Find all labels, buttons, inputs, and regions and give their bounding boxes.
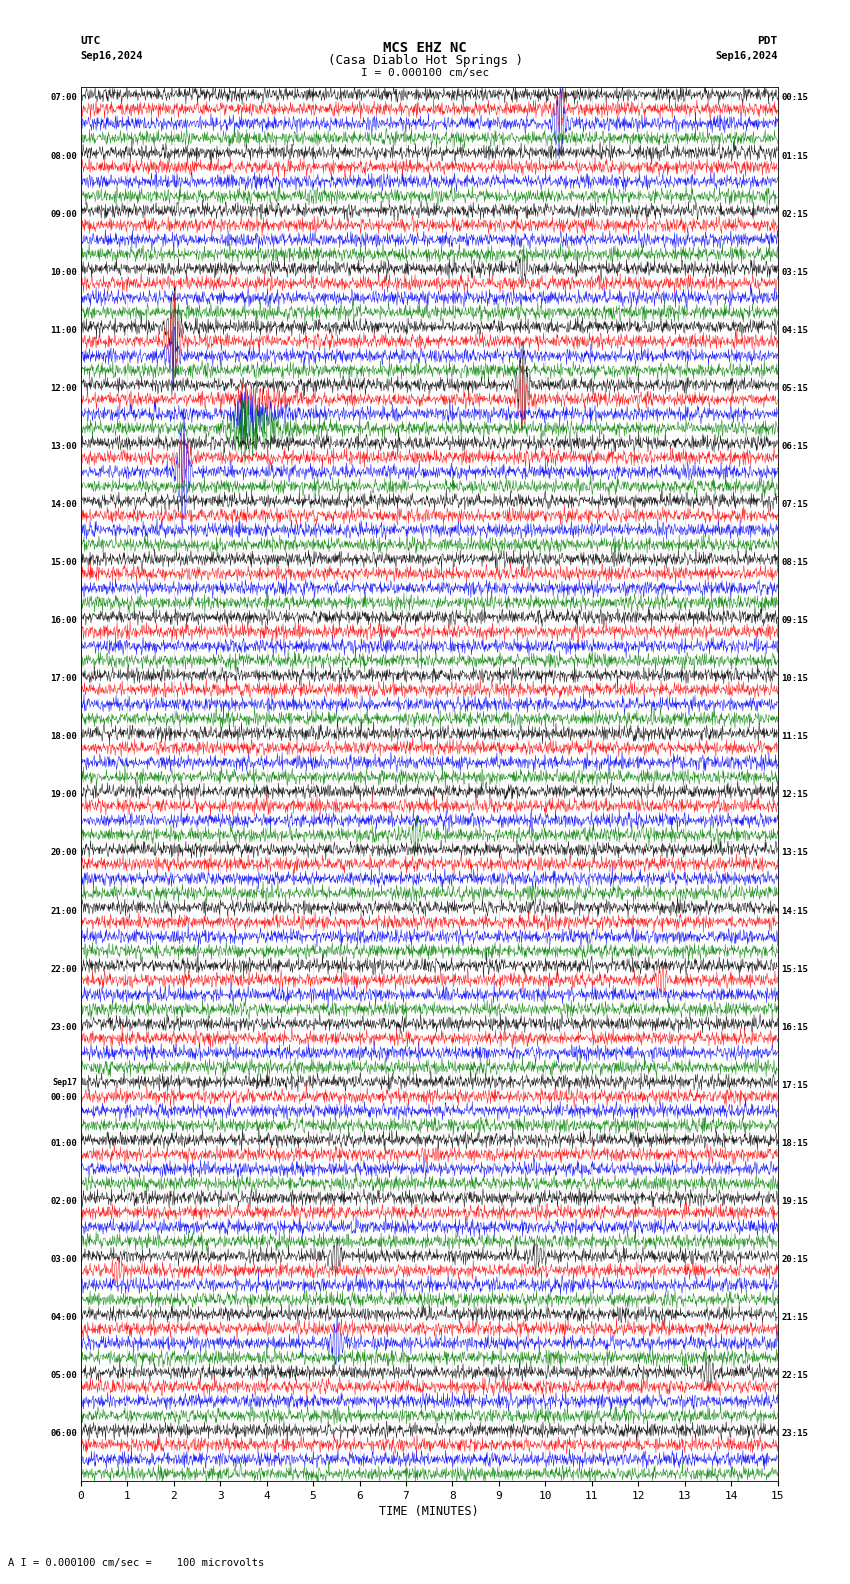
Text: PDT: PDT [757,36,778,46]
Text: 12:00: 12:00 [50,383,77,393]
Text: 00:15: 00:15 [781,93,808,103]
Text: 09:15: 09:15 [781,616,808,626]
X-axis label: TIME (MINUTES): TIME (MINUTES) [379,1505,479,1517]
Text: 13:15: 13:15 [781,849,808,857]
Text: I = 0.000100 cm/sec: I = 0.000100 cm/sec [361,68,489,78]
Text: 19:00: 19:00 [50,790,77,800]
Text: 08:15: 08:15 [781,558,808,567]
Text: 17:00: 17:00 [50,675,77,683]
Text: 10:15: 10:15 [781,675,808,683]
Text: 07:00: 07:00 [50,93,77,103]
Text: 05:00: 05:00 [50,1372,77,1380]
Text: Sep17: Sep17 [53,1077,77,1087]
Text: 11:15: 11:15 [781,732,808,741]
Text: 18:00: 18:00 [50,732,77,741]
Text: 15:15: 15:15 [781,965,808,974]
Text: 16:00: 16:00 [50,616,77,626]
Text: 02:15: 02:15 [781,209,808,219]
Text: MCS EHZ NC: MCS EHZ NC [383,41,467,55]
Text: 17:15: 17:15 [781,1080,808,1090]
Text: 02:00: 02:00 [50,1198,77,1205]
Text: 22:00: 22:00 [50,965,77,974]
Text: 23:15: 23:15 [781,1429,808,1438]
Text: 00:00: 00:00 [50,1093,77,1102]
Text: 06:00: 06:00 [50,1429,77,1438]
Text: 03:15: 03:15 [781,268,808,277]
Text: UTC: UTC [81,36,101,46]
Text: 04:15: 04:15 [781,326,808,334]
Text: (Casa Diablo Hot Springs ): (Casa Diablo Hot Springs ) [327,54,523,67]
Text: 01:15: 01:15 [781,152,808,160]
Text: 16:15: 16:15 [781,1023,808,1031]
Text: 15:00: 15:00 [50,558,77,567]
Text: 04:00: 04:00 [50,1313,77,1323]
Text: 10:00: 10:00 [50,268,77,277]
Text: 12:15: 12:15 [781,790,808,800]
Text: 23:00: 23:00 [50,1023,77,1031]
Text: 07:15: 07:15 [781,501,808,508]
Text: 11:00: 11:00 [50,326,77,334]
Text: 09:00: 09:00 [50,209,77,219]
Text: 21:15: 21:15 [781,1313,808,1323]
Text: 20:15: 20:15 [781,1255,808,1264]
Text: 08:00: 08:00 [50,152,77,160]
Text: 05:15: 05:15 [781,383,808,393]
Text: 18:15: 18:15 [781,1139,808,1148]
Text: 14:00: 14:00 [50,501,77,508]
Text: 01:00: 01:00 [50,1139,77,1148]
Text: 19:15: 19:15 [781,1198,808,1205]
Text: 22:15: 22:15 [781,1372,808,1380]
Text: 06:15: 06:15 [781,442,808,451]
Text: A I = 0.000100 cm/sec =    100 microvolts: A I = 0.000100 cm/sec = 100 microvolts [8,1559,264,1568]
Text: 21:00: 21:00 [50,906,77,916]
Text: 03:00: 03:00 [50,1255,77,1264]
Text: 14:15: 14:15 [781,906,808,916]
Text: 20:00: 20:00 [50,849,77,857]
Text: 13:00: 13:00 [50,442,77,451]
Text: Sep16,2024: Sep16,2024 [715,51,778,60]
Text: Sep16,2024: Sep16,2024 [81,51,144,60]
